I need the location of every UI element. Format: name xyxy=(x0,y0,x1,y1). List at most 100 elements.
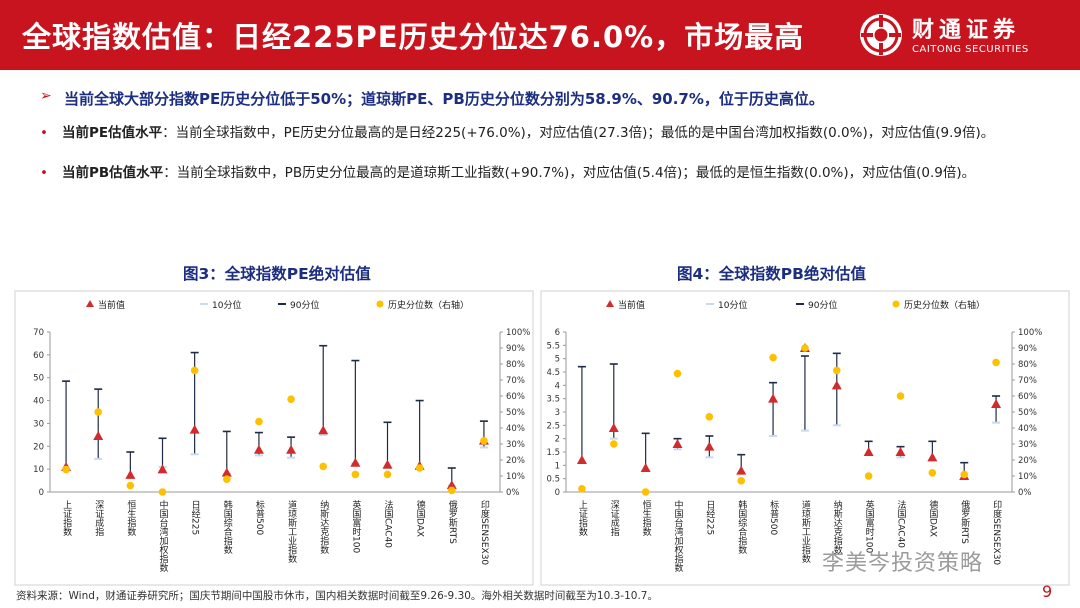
current-value-marker xyxy=(446,480,457,490)
percentile-marker xyxy=(415,464,424,472)
y-tick-label: 1.5 xyxy=(546,448,560,458)
brand-name-en: CAITONG SECURITIES xyxy=(912,44,1029,55)
percentile-marker xyxy=(928,469,937,477)
percentile-marker xyxy=(287,395,295,403)
legend-percentile-marker xyxy=(376,300,384,308)
category-label: 深证成指 xyxy=(609,500,620,537)
pb-point: • 当前PB估值水平：当前全球指数中，PB历史分位最高的是道琼斯工业指数(+90… xyxy=(38,162,1058,184)
legend-current-marker xyxy=(606,300,614,307)
y-tick-label: 70 xyxy=(33,328,44,338)
percentile-marker xyxy=(447,486,456,495)
current-value-marker xyxy=(576,455,587,464)
y2-tick-label: 0% xyxy=(506,488,520,498)
category-label: 法国CAC40 xyxy=(896,499,907,548)
y2-tick-label: 10% xyxy=(1018,472,1037,482)
category-label: 纳斯达克指数 xyxy=(832,499,843,555)
y-tick-label: 6 xyxy=(555,328,560,338)
category-label: 韩国综合指数 xyxy=(736,499,747,555)
source-note: 资料来源：Wind，财通证券研究所；国庆节期间中国股市休市，国内相关数据时间截至… xyxy=(16,590,658,602)
highlight-point: ➢ 当前全球大部分指数PE历史分位低于50%；道琼斯PE、PB历史分位数分别为5… xyxy=(38,88,1058,116)
highlight-text: 当前全球大部分指数PE历史分位低于50%；道琼斯PE、PB历史分位数分别为58.… xyxy=(64,90,824,108)
category-label: 上证指数 xyxy=(61,500,71,537)
category-label: 法国CAC40 xyxy=(383,499,394,548)
y-tick-label: 5 xyxy=(555,355,560,365)
current-value-marker xyxy=(350,457,361,467)
current-value-marker xyxy=(927,452,938,462)
percentile-marker xyxy=(673,369,682,378)
current-value-marker xyxy=(608,423,619,432)
chart-frame xyxy=(14,290,534,586)
percentile-marker xyxy=(126,481,135,490)
y2-tick-label: 20% xyxy=(506,456,525,466)
percentile-marker xyxy=(705,413,714,421)
y-tick-label: 5.5 xyxy=(546,341,560,351)
percentile-marker xyxy=(222,475,231,483)
figure-3-title: 图3：全球指数PE绝对估值 xyxy=(183,265,371,283)
y2-tick-label: 100% xyxy=(506,328,530,338)
y2-tick-label: 0% xyxy=(1018,488,1032,498)
category-label: 标普500 xyxy=(254,499,265,536)
y2-tick-label: 60% xyxy=(1018,392,1037,402)
y-tick-label: 4.5 xyxy=(546,368,560,378)
current-value-marker xyxy=(221,467,232,477)
legend-label: 历史分位数（右轴） xyxy=(904,299,985,311)
watermark-text: 李美岑投资策略 xyxy=(822,551,984,576)
percentile-marker xyxy=(896,392,905,400)
percentile-marker xyxy=(255,417,263,426)
category-label: 道琼斯工业指数 xyxy=(800,499,811,564)
y-tick-label: 20 xyxy=(33,442,44,452)
legend-current-marker xyxy=(86,300,94,307)
category-label: 英国富时100 xyxy=(864,499,875,554)
y-tick-label: 1 xyxy=(555,461,560,471)
current-value-marker xyxy=(318,425,329,435)
brand-name: 财通证券 xyxy=(912,18,1021,43)
category-label: 日经225 xyxy=(704,500,715,535)
category-label: 印度SENSEX30 xyxy=(991,499,1002,566)
current-value-marker xyxy=(736,465,747,475)
category-label: 道琼斯工业指数 xyxy=(286,499,297,564)
current-value-marker xyxy=(768,393,779,403)
percentile-marker xyxy=(158,488,167,496)
y-tick-label: 30 xyxy=(33,419,44,429)
key-points: ➢ 当前全球大部分指数PE历史分位低于50%；道琼斯PE、PB历史分位数分别为5… xyxy=(38,88,1058,184)
y-tick-label: 3.5 xyxy=(546,395,560,405)
legend-label: 90分位 xyxy=(808,299,837,311)
y2-tick-label: 30% xyxy=(506,440,525,450)
legend-label: 当前值 xyxy=(98,299,125,311)
category-label: 印度SENSEX30 xyxy=(479,499,490,566)
category-label: 恒生指数 xyxy=(125,499,136,537)
category-label: 中国台湾加权指数 xyxy=(673,499,684,573)
category-label: 恒生指数 xyxy=(641,499,652,537)
legend-label: 90分位 xyxy=(290,299,319,311)
pb-chart: 当前值 10分位 90分位 历史分位数（右轴） 0 0.5 1 1.5 2 2.5 3 3.5 4 4.5… xyxy=(540,290,1070,586)
current-value-marker xyxy=(991,399,1002,408)
bullet-dot-icon: • xyxy=(40,125,48,141)
y-tick-label: 0.5 xyxy=(546,475,560,485)
pb-label: 当前PB估值水平 xyxy=(62,165,164,181)
pb-text: ：当前全球指数中，PB历史分位最高的是道琼斯工业指数(+90.7%)，对应估值(… xyxy=(163,165,976,181)
category-label: 德国DAX xyxy=(415,499,426,537)
current-value-marker xyxy=(125,469,136,479)
category-label: 中国台湾加权指数 xyxy=(158,499,169,573)
current-value-marker xyxy=(831,380,842,390)
current-value-marker xyxy=(253,444,264,454)
legend-label: 10分位 xyxy=(212,299,241,311)
y2-tick-label: 70% xyxy=(506,376,525,386)
y-tick-label: 0 xyxy=(39,488,44,498)
category-label: 深证成指 xyxy=(93,500,104,537)
bullet-dot-icon: • xyxy=(40,165,48,181)
y-tick-label: 4 xyxy=(555,381,560,391)
current-value-marker xyxy=(672,439,683,448)
current-value-marker xyxy=(382,459,393,469)
figure-4-title: 图4：全球指数PB绝对估值 xyxy=(677,265,866,283)
y2-tick-label: 10% xyxy=(506,472,525,482)
y2-tick-label: 20% xyxy=(1018,456,1037,466)
y-tick-label: 0 xyxy=(555,488,560,498)
category-label: 日经225 xyxy=(190,500,201,535)
y-tick-label: 3 xyxy=(555,408,560,418)
y2-tick-label: 90% xyxy=(506,344,525,354)
current-value-marker xyxy=(286,444,297,454)
category-label: 俄罗斯RTS xyxy=(959,499,970,544)
percentile-marker xyxy=(769,353,777,362)
caitong-logo-icon xyxy=(860,14,902,56)
